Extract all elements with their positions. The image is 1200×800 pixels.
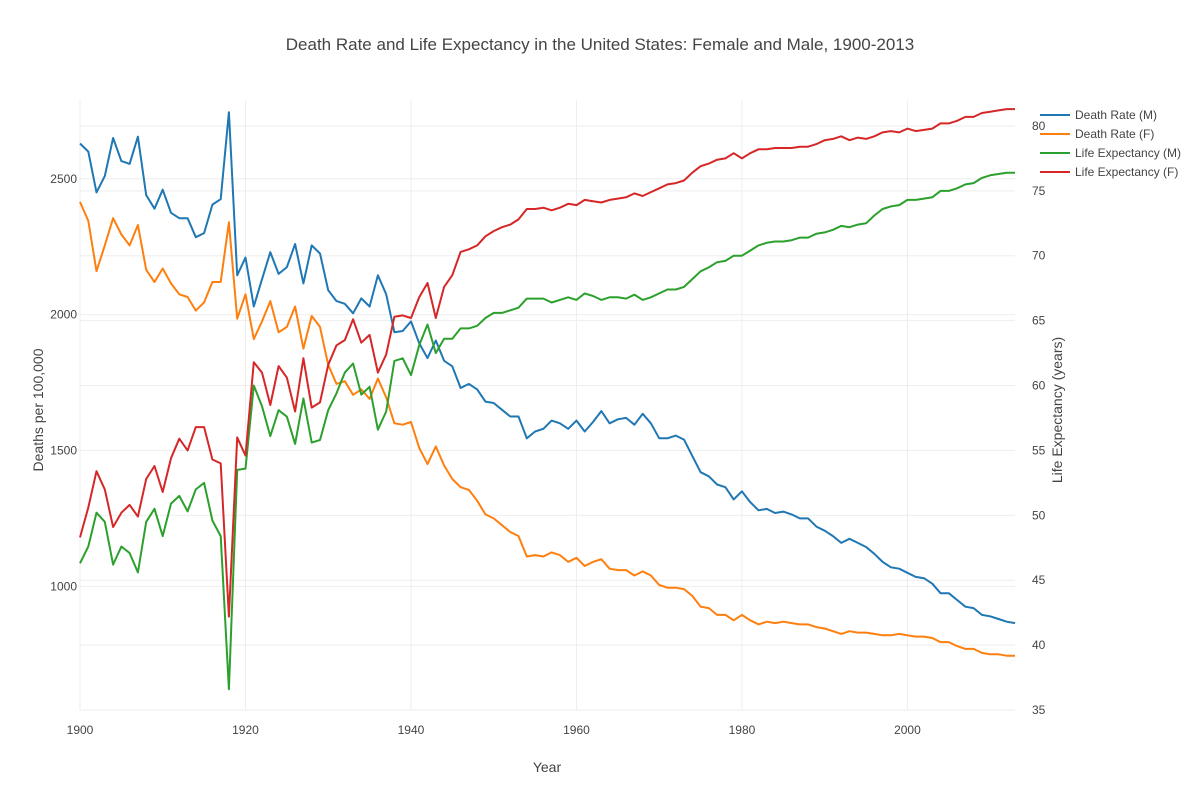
y2-tick-label: 60 <box>1032 379 1046 393</box>
x-tick-label: 1960 <box>563 723 590 737</box>
series-line-life-expectancy-f <box>79 108 1015 618</box>
x-tick-label: 1920 <box>232 723 259 737</box>
legend-label: Life Expectancy (M) <box>1075 146 1181 160</box>
series-lines <box>79 108 1016 691</box>
legend-item[interactable]: Life Expectancy (M) <box>1040 146 1181 160</box>
y2-tick-label: 40 <box>1032 638 1046 652</box>
legend-label: Life Expectancy (F) <box>1075 165 1178 179</box>
y2-tick-label: 75 <box>1032 184 1046 198</box>
series-line-death-rate-m <box>79 111 1016 625</box>
y-axis-ticks: 1000 1500 2000 2500 <box>50 172 77 594</box>
x-axis-label: Year <box>533 759 562 775</box>
x-tick-label: 2000 <box>894 723 921 737</box>
chart-title: Death Rate and Life Expectancy in the Un… <box>286 35 914 54</box>
y2-tick-label: 55 <box>1032 443 1046 457</box>
y2-tick-label: 65 <box>1032 314 1046 328</box>
y2-tick-label: 35 <box>1032 703 1046 717</box>
x-tick-label: 1940 <box>398 723 425 737</box>
grid-lines <box>79 100 1015 711</box>
y-tick-label: 1500 <box>50 444 77 458</box>
y2-tick-label: 70 <box>1032 249 1046 263</box>
x-tick-label: 1900 <box>67 723 94 737</box>
y-axis-label: Deaths per 100,000 <box>30 348 46 471</box>
series-line-life-expectancy-m <box>79 171 1015 691</box>
legend-item[interactable]: Life Expectancy (F) <box>1040 165 1178 179</box>
y2-axis-ticks: 35 40 45 50 55 60 65 70 75 80 <box>1032 119 1046 717</box>
x-axis-ticks: 1900 1920 1940 1960 1980 2000 <box>67 723 921 737</box>
legend-label: Death Rate (F) <box>1075 127 1154 141</box>
y2-tick-label: 45 <box>1032 573 1046 587</box>
y2-tick-label: 50 <box>1032 508 1046 522</box>
series-line-death-rate-f <box>79 201 1015 657</box>
legend-item[interactable]: Death Rate (F) <box>1040 127 1154 141</box>
y2-axis-label: Life Expectancy (years) <box>1049 337 1065 483</box>
y-tick-label: 2000 <box>50 308 77 322</box>
legend: Death Rate (M) Death Rate (F) Life Expecta… <box>1040 108 1181 179</box>
y2-tick-label: 80 <box>1032 119 1046 133</box>
x-tick-label: 1980 <box>729 723 756 737</box>
y-tick-label: 1000 <box>50 579 77 593</box>
legend-label: Death Rate (M) <box>1075 108 1157 122</box>
y-tick-label: 2500 <box>50 172 77 186</box>
legend-item[interactable]: Death Rate (M) <box>1040 108 1157 122</box>
